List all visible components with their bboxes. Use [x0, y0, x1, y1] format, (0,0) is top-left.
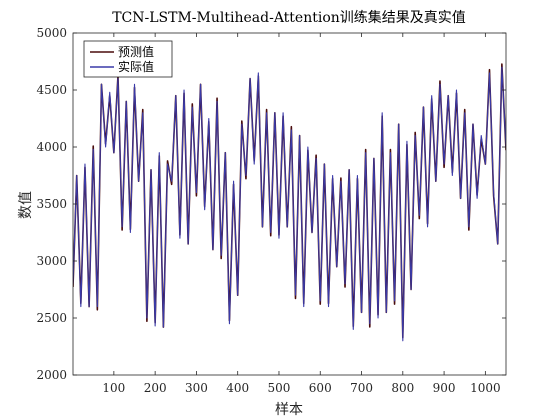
y-tick-label: 3500	[36, 197, 67, 211]
series-line-actual	[73, 66, 506, 342]
y-tick-label: 2000	[36, 368, 67, 382]
x-tick-label: 400	[226, 381, 249, 395]
axes: 100 200 300 400 500 600 700 800 900 1000 2000 2500 3…	[36, 26, 507, 395]
y-tick-label: 4500	[36, 83, 67, 97]
x-tick-label: 1000	[470, 381, 501, 395]
y-tick-label: 2500	[36, 311, 67, 325]
x-tick-label: 900	[433, 381, 456, 395]
y-tick-label: 3000	[36, 254, 67, 268]
y-axis-title: 数值	[18, 191, 34, 219]
x-tick-label: 200	[144, 381, 167, 395]
x-tick-label: 500	[268, 381, 291, 395]
chart-title: TCN-LSTM-Multihead-Attention训练集结果及真实值	[112, 9, 466, 26]
x-axis-title: 样本	[275, 402, 303, 418]
plot-background	[73, 33, 506, 375]
x-tick-label: 100	[102, 381, 125, 395]
y-tick-label: 4000	[36, 140, 67, 154]
y-tick-label: 5000	[36, 26, 67, 40]
x-tick-label: 600	[309, 381, 332, 395]
x-tick-label: 700	[350, 381, 373, 395]
legend-label: 实际值	[118, 59, 154, 74]
x-tick-label: 300	[185, 381, 208, 395]
legend-label: 预测值	[118, 44, 154, 59]
plot-area	[73, 33, 506, 375]
legend-box	[83, 40, 173, 78]
x-tick-label: 800	[391, 381, 414, 395]
